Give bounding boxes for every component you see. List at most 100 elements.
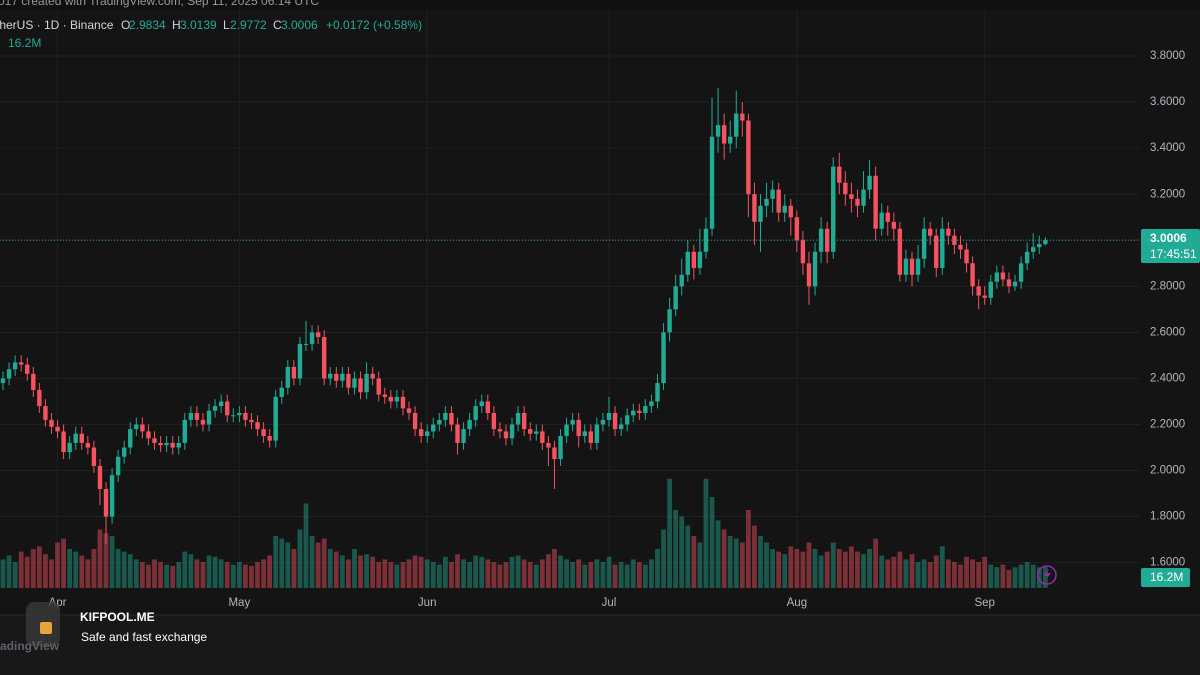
- candle-body: [218, 401, 224, 407]
- volume-bar: [927, 562, 933, 588]
- candle-body: [303, 343, 309, 345]
- candle-body: [212, 406, 218, 411]
- candle-body: [267, 436, 272, 441]
- volume-legend: 16.2M: [8, 36, 41, 50]
- volume-bar: [582, 564, 588, 588]
- volume-bar: [249, 565, 254, 588]
- candle-body: [958, 244, 963, 250]
- volume-bar: [152, 559, 157, 588]
- candle-body: [721, 125, 727, 144]
- candle-body: [152, 438, 157, 443]
- volume-bar: [503, 562, 509, 588]
- volume-bar: [376, 562, 382, 588]
- candle-body: [73, 433, 78, 443]
- volume-bar: [630, 559, 636, 588]
- candle-body: [528, 429, 533, 434]
- candle-body: [115, 456, 121, 476]
- top-note: 017 created with TradingView.com, Sep 11…: [0, 0, 319, 8]
- candle-body: [6, 369, 12, 379]
- volume-bar: [85, 559, 91, 588]
- volume-bar: [455, 554, 460, 588]
- volume-bar: [261, 559, 266, 588]
- y-tick-label: 2.4000: [1150, 372, 1185, 384]
- candle-body: [709, 136, 715, 229]
- volume-bar: [61, 538, 66, 588]
- candle-body: [564, 424, 569, 437]
- volume-bar: [339, 555, 345, 588]
- candle-body: [1037, 244, 1042, 248]
- volume-pane: [0, 478, 1048, 588]
- volume-bar: [79, 555, 85, 588]
- volume-bar: [600, 562, 606, 588]
- candle-body: [285, 366, 291, 388]
- volume-bar: [188, 554, 194, 588]
- volume-bar: [115, 549, 121, 588]
- candle-body: [400, 396, 406, 409]
- candle-body: [812, 251, 818, 287]
- candle-body: [606, 412, 612, 420]
- volume-bar: [885, 559, 891, 588]
- volume-bar: [73, 551, 79, 588]
- volume-bar: [267, 555, 273, 588]
- candle-body: [25, 364, 30, 374]
- volume-bar: [327, 549, 333, 588]
- alert-icon[interactable]: [1037, 565, 1057, 585]
- volume-bar: [782, 554, 788, 588]
- volume-bar: [97, 529, 103, 588]
- candle-body: [334, 373, 339, 381]
- candle-body: [473, 406, 478, 420]
- candle-body: [515, 412, 521, 425]
- candle-body: [103, 488, 109, 517]
- volume-bar: [661, 529, 666, 588]
- volume-bar: [897, 551, 903, 588]
- y-tick-label: 2.2000: [1150, 419, 1185, 431]
- volume-bar: [921, 559, 927, 588]
- volume-bar: [903, 559, 909, 588]
- candle-body: [746, 120, 751, 195]
- candle-body: [437, 419, 442, 425]
- candle-body: [315, 332, 321, 337]
- volume-bar: [800, 551, 806, 588]
- candle-body: [358, 378, 363, 393]
- volume-bar: [612, 564, 618, 588]
- volume-bar: [0, 559, 6, 588]
- volume-bar: [394, 564, 400, 588]
- volume-bar: [91, 549, 97, 588]
- candle-body: [418, 429, 424, 437]
- volume-bar: [194, 559, 200, 588]
- candle-body: [55, 426, 60, 432]
- volume-bar: [982, 556, 988, 588]
- volume-bar: [243, 564, 248, 588]
- candle-body: [1024, 251, 1030, 264]
- volume-bar: [697, 542, 703, 588]
- volume-bar: [667, 478, 672, 588]
- y-tick-label: 3.6000: [1150, 96, 1185, 108]
- volume-bar: [473, 555, 479, 588]
- candle-body: [188, 412, 194, 420]
- candle-body: [521, 412, 527, 430]
- volume-bar: [515, 555, 521, 588]
- volume-bar: [533, 564, 539, 588]
- volume-bar: [18, 551, 24, 588]
- candle-body: [1031, 247, 1036, 252]
- volume-bar: [861, 554, 866, 588]
- volume-bar: [539, 559, 545, 588]
- candle-body: [618, 424, 624, 430]
- candle-body: [649, 401, 654, 407]
- candle-body: [655, 383, 660, 402]
- y-tick-label: 3.4000: [1150, 142, 1185, 154]
- y-tick-label: 2.8000: [1150, 280, 1185, 292]
- candle-body: [915, 258, 921, 275]
- candle-body: [18, 362, 24, 365]
- volume-bar: [952, 562, 957, 588]
- volume-bar: [255, 562, 260, 588]
- candle-body: [637, 410, 642, 413]
- volume-bar: [146, 564, 151, 588]
- volume-bar: [67, 549, 73, 588]
- candle-body: [940, 228, 945, 268]
- volume-bar: [497, 564, 503, 588]
- volume-badge: [1141, 568, 1190, 587]
- candle-body: [31, 373, 36, 390]
- candles: [0, 88, 1140, 545]
